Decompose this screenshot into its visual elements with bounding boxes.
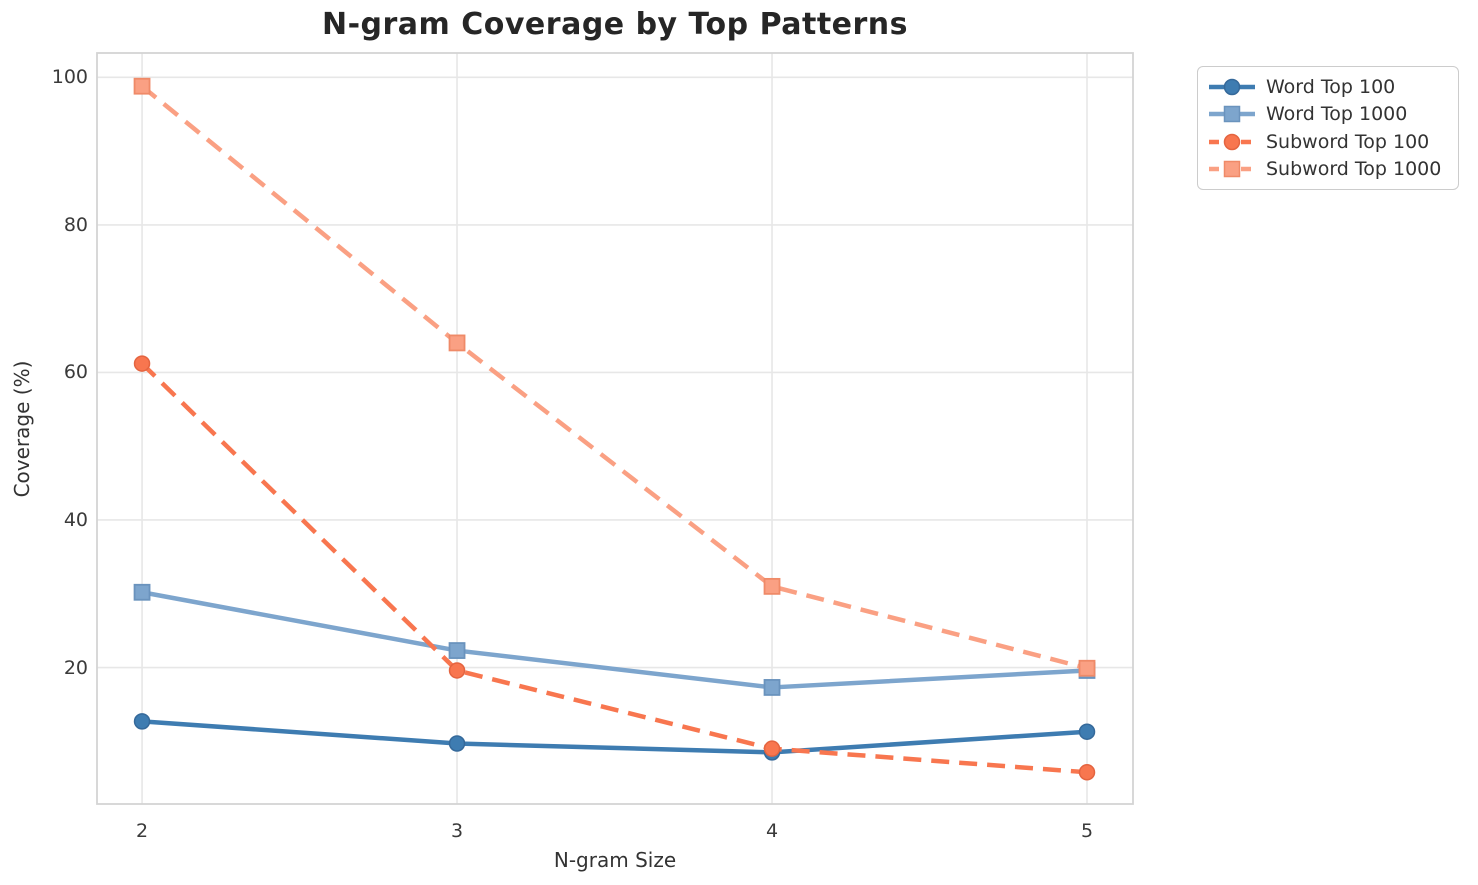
legend-item-word-top-100: Word Top 100 [1208, 76, 1448, 98]
marker-word-top-100 [133, 713, 151, 730]
legend-label-word-top-1000: Word Top 1000 [1266, 103, 1408, 126]
series-line-subword-top-1000 [140, 84, 1088, 671]
marker-subword-top-100 [1078, 764, 1096, 781]
marker-subword-top-1000 [1078, 659, 1096, 677]
legend-sample-word-top-100 [1209, 78, 1255, 95]
legend-label-word-top-100: Word Top 100 [1266, 75, 1396, 98]
x-axis-label: N-gram Size [553, 848, 677, 872]
marker-subword-top-100 [448, 662, 466, 679]
series-line-word-top-1000 [141, 590, 1088, 690]
y-tick-label: 80 [63, 213, 88, 236]
square-marker-icon [1223, 106, 1241, 123]
y-tick-label: 100 [51, 66, 88, 89]
legend: Word Top 100 Word Top 1000 Subword Top 100… [1197, 66, 1459, 190]
marker-word-top-1000 [133, 583, 151, 601]
x-tick-label: 3 [450, 820, 464, 842]
marker-subword-top-100 [763, 740, 781, 757]
marker-word-top-1000 [763, 679, 781, 696]
y-axis-label: Coverage (%) [10, 360, 34, 498]
marker-word-top-1000 [448, 642, 466, 659]
marker-subword-top-100 [133, 355, 151, 372]
marker-subword-top-1000 [763, 577, 781, 595]
legend-label-subword-top-1000: Subword Top 1000 [1266, 158, 1442, 181]
y-tick-label: 20 [63, 656, 88, 679]
y-tick-label: 40 [63, 508, 88, 531]
circle-marker-icon [1223, 133, 1241, 150]
legend-label-subword-top-100: Subword Top 100 [1266, 130, 1430, 153]
plot-border [96, 52, 1134, 805]
series-line-word-top-100 [141, 719, 1088, 755]
legend-item-word-top-1000: Word Top 1000 [1208, 103, 1448, 125]
legend-item-subword-top-100: Subword Top 100 [1208, 131, 1448, 153]
marker-word-top-100 [448, 735, 466, 752]
marker-subword-top-1000 [448, 334, 466, 352]
legend-sample-subword-top-1000 [1209, 161, 1255, 178]
chart-title: N-gram Coverage by Top Patterns [321, 7, 909, 42]
square-marker-icon [1223, 161, 1241, 178]
x-tick-label: 2 [135, 820, 149, 842]
legend-sample-subword-top-100 [1209, 133, 1255, 150]
legend-sample-word-top-1000 [1209, 106, 1255, 123]
x-tick-label: 4 [765, 820, 779, 842]
x-tick-label: 5 [1080, 820, 1094, 842]
marker-word-top-100 [1078, 723, 1096, 740]
circle-marker-icon [1223, 78, 1241, 95]
legend-item-subword-top-1000: Subword Top 1000 [1208, 158, 1448, 180]
marker-subword-top-1000 [133, 77, 151, 95]
series-line-subword-top-100 [140, 361, 1088, 775]
y-tick-label: 60 [63, 361, 88, 384]
